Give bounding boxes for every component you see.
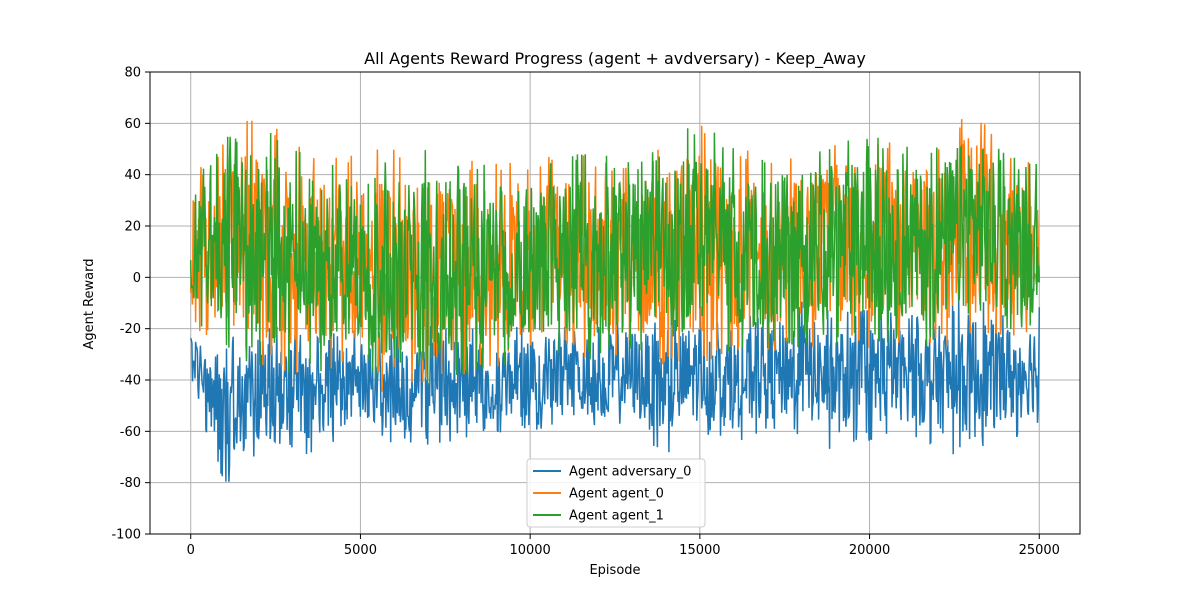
series-line-agent-agent_1 xyxy=(189,128,1041,386)
y-tick-label: 40 xyxy=(124,168,141,183)
y-tick-label: 60 xyxy=(124,117,141,132)
y-tick-label: -100 xyxy=(111,528,141,543)
y-tick-label: 20 xyxy=(124,220,141,235)
legend-label: Agent agent_1 xyxy=(569,509,664,524)
x-tick-label: 0 xyxy=(187,543,195,558)
x-tick-label: 25000 xyxy=(1019,543,1060,558)
x-tick-label: 15000 xyxy=(679,543,720,558)
y-tick-label: -20 xyxy=(120,322,141,337)
axes: 0 5000 10000 15000 20000 25000 -100 -80 -60 -40 -2… xyxy=(111,66,1081,558)
legend: Agent adversary_0 Agent agent_0 Agent agen… xyxy=(526,458,706,528)
series-line-agent-adversary_0 xyxy=(189,299,1041,482)
y-tick-label: -80 xyxy=(120,476,141,491)
x-tick-label: 5000 xyxy=(344,543,377,558)
y-tick-label: -60 xyxy=(120,425,141,440)
axes-frame xyxy=(149,71,1081,535)
y-axis-label: Agent Reward xyxy=(82,258,97,349)
y-tick-label: 80 xyxy=(124,66,141,81)
legend-box xyxy=(526,458,706,528)
chart-title: All Agents Reward Progress (agent + avdv… xyxy=(364,49,866,69)
x-tick-label: 20000 xyxy=(849,543,890,558)
legend-label: Agent agent_0 xyxy=(569,487,664,502)
x-axis-label: Episode xyxy=(589,563,640,578)
y-tick-label: -40 xyxy=(120,374,141,389)
plot-area xyxy=(189,119,1041,482)
legend-label: Agent adversary_0 xyxy=(569,465,691,480)
y-tick-label: 0 xyxy=(133,271,141,286)
x-tick-label: 10000 xyxy=(509,543,550,558)
